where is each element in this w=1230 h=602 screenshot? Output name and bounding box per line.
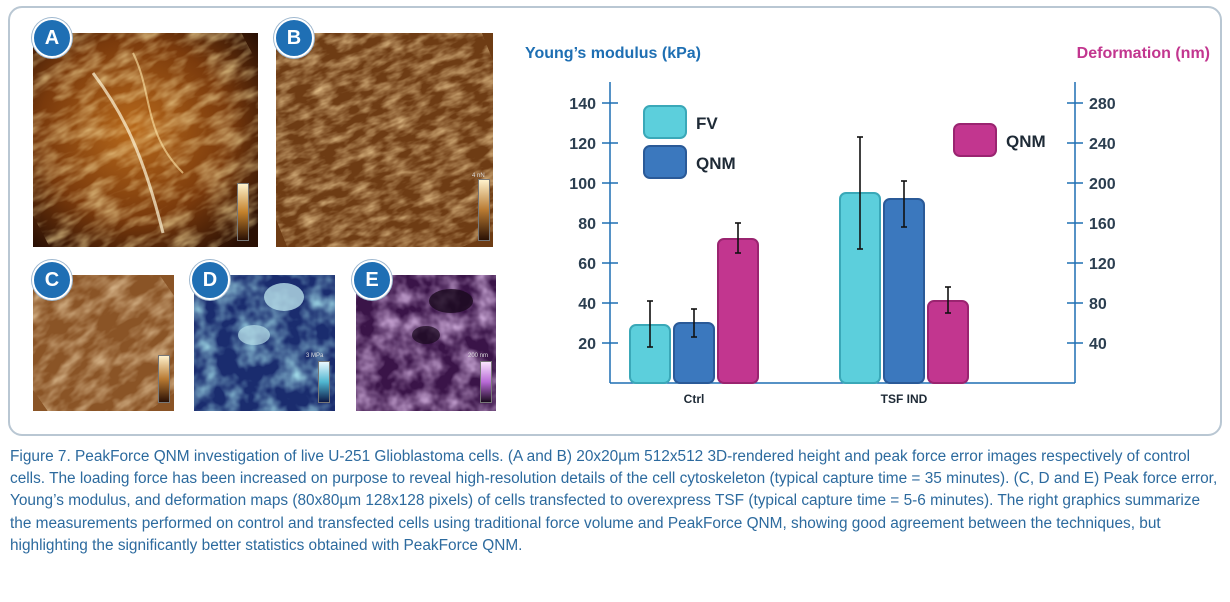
legend-label-0: FV xyxy=(696,114,718,133)
panel-a-texture xyxy=(33,33,258,247)
legend-swatch-1 xyxy=(643,145,687,179)
panel-a-height-image xyxy=(33,33,258,247)
legend-swatch-2 xyxy=(953,123,997,157)
right-tick-label-2: 120 xyxy=(1089,256,1116,273)
left-axis-label: Young’s modulus (kPa) xyxy=(525,45,701,62)
panel-b-peak-force-error-image: 4 nN xyxy=(276,33,493,247)
bar-chart-svg: Young’s modulus (kPa) Deformation (nm) 20 4… xyxy=(525,45,1210,406)
right-tick-label-4: 200 xyxy=(1089,176,1116,193)
panel-c-badge: C xyxy=(32,260,72,300)
right-tick-label-6: 280 xyxy=(1089,96,1116,113)
legend-swatch-0 xyxy=(643,105,687,139)
figure-caption: Figure 7. PeakForce QNM investigation of… xyxy=(10,448,1218,554)
left-tick-label-3: 80 xyxy=(578,216,596,233)
category-label-1: TSF IND xyxy=(881,392,928,406)
bar-2-0 xyxy=(717,238,759,384)
right-tick-label-1: 80 xyxy=(1089,296,1107,313)
panel-e-deformation-map: 200 nm xyxy=(356,275,496,411)
panel-e-scale-text: 200 nm xyxy=(468,353,489,359)
panel-e-badge: E xyxy=(352,260,392,300)
bar-chart: Young’s modulus (kPa) Deformation (nm) 20 4… xyxy=(520,30,1220,420)
left-tick-label-0: 20 xyxy=(578,336,596,353)
panel-a-badge: A xyxy=(32,18,72,58)
left-tick-label-6: 140 xyxy=(569,96,596,113)
panel-e-texture xyxy=(356,275,496,411)
right-tick-label-3: 160 xyxy=(1089,216,1116,233)
panel-d-scalebar xyxy=(318,361,330,403)
panel-b-badge: B xyxy=(274,18,314,58)
legend-label-1: QNM xyxy=(696,154,736,173)
legend-label-2: QNM xyxy=(1006,132,1046,151)
panel-b-scale-text: 4 nN xyxy=(472,173,485,179)
left-tick-label-2: 60 xyxy=(578,256,596,273)
left-tick-label-5: 120 xyxy=(569,136,596,153)
panel-e-scalebar xyxy=(480,361,492,403)
right-tick-label-0: 40 xyxy=(1089,336,1107,353)
panel-b-scalebar xyxy=(478,179,490,241)
panel-c-scalebar xyxy=(158,355,170,403)
left-tick-label-1: 40 xyxy=(578,296,596,313)
category-label-0: Ctrl xyxy=(684,392,705,406)
panel-d-scale-text: 3 MPa xyxy=(306,353,324,359)
panel-b-texture xyxy=(276,33,493,247)
left-tick-label-4: 100 xyxy=(569,176,596,193)
panel-a-scalebar xyxy=(237,183,249,241)
right-tick-label-5: 240 xyxy=(1089,136,1116,153)
right-axis-label: Deformation (nm) xyxy=(1077,45,1210,62)
panel-d-badge: D xyxy=(190,260,230,300)
